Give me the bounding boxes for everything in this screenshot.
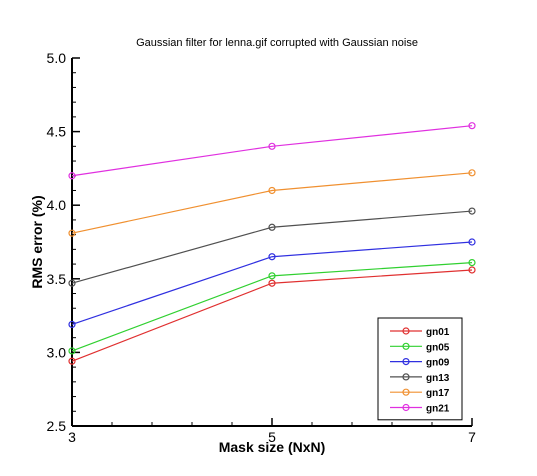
y-tick-label: 5.0 — [47, 50, 67, 66]
legend-label: gn09 — [426, 358, 450, 369]
legend-label: gn05 — [426, 342, 450, 353]
legend-label: gn01 — [426, 327, 450, 338]
legend-label: gn17 — [426, 388, 450, 399]
series-gn05 — [68, 259, 476, 355]
data-point — [68, 279, 76, 287]
legend-box — [377, 317, 463, 421]
series-gn21 — [68, 122, 476, 180]
legend-item: gn09 — [390, 358, 450, 369]
data-point — [68, 172, 76, 180]
data-point — [68, 229, 76, 237]
x-tick-label: 7 — [468, 429, 476, 445]
data-point — [268, 142, 276, 150]
series-gn09 — [68, 238, 476, 329]
legend: gn01 gn05 gn09 gn13 gn17 gn21 — [377, 317, 463, 421]
legend-item: gn01 — [390, 327, 450, 338]
x-tick-label: 5 — [268, 429, 276, 445]
legend-marker — [402, 388, 410, 396]
legend-item: gn17 — [390, 388, 450, 399]
y-tick-label: 3.0 — [47, 344, 67, 360]
data-point — [268, 279, 276, 287]
data-point — [468, 122, 476, 130]
x-tick-label: 3 — [68, 429, 76, 445]
axis-ticks: 2.5 3.0 3.5 4.0 4.5 5.0 3 5 7 — [47, 50, 477, 445]
series-layer — [68, 122, 476, 365]
data-point — [468, 207, 476, 215]
series-line — [71, 125, 473, 177]
data-point — [68, 347, 76, 355]
legend-marker — [402, 342, 410, 350]
data-point — [68, 320, 76, 329]
data-point — [268, 186, 276, 195]
series-line — [71, 172, 473, 234]
legend-marker — [402, 373, 410, 381]
legend-marker — [402, 358, 410, 366]
series-line — [71, 262, 473, 352]
y-tick-label: 3.5 — [47, 271, 67, 287]
legend-item: gn13 — [390, 373, 450, 384]
chart-title: Gaussian filter for lenna.gif corrupted … — [136, 37, 418, 49]
series-line — [71, 210, 473, 284]
y-tick-label: 4.5 — [47, 124, 67, 140]
series-line — [71, 241, 473, 326]
data-point — [268, 272, 276, 280]
legend-label: gn21 — [426, 404, 450, 415]
series-gn17 — [68, 169, 476, 237]
data-point — [68, 357, 76, 365]
legend-item: gn21 — [390, 404, 450, 415]
data-point — [468, 238, 476, 246]
data-point — [268, 253, 276, 261]
series-gn01 — [68, 266, 476, 365]
x-axis-label: Mask size (NxN) — [219, 439, 326, 455]
y-axis-label: RMS error (%) — [29, 195, 45, 288]
legend-item: gn05 — [390, 342, 450, 353]
legend-marker — [402, 327, 410, 335]
legend-marker — [402, 403, 410, 412]
data-point — [468, 266, 476, 274]
data-point — [468, 169, 476, 177]
data-point — [268, 223, 276, 231]
y-tick-label: 4.0 — [47, 197, 67, 213]
y-tick-label: 2.5 — [47, 418, 67, 434]
series-line — [71, 269, 473, 362]
legend-label: gn13 — [426, 373, 450, 384]
series-gn13 — [68, 207, 476, 287]
data-point — [468, 259, 476, 267]
